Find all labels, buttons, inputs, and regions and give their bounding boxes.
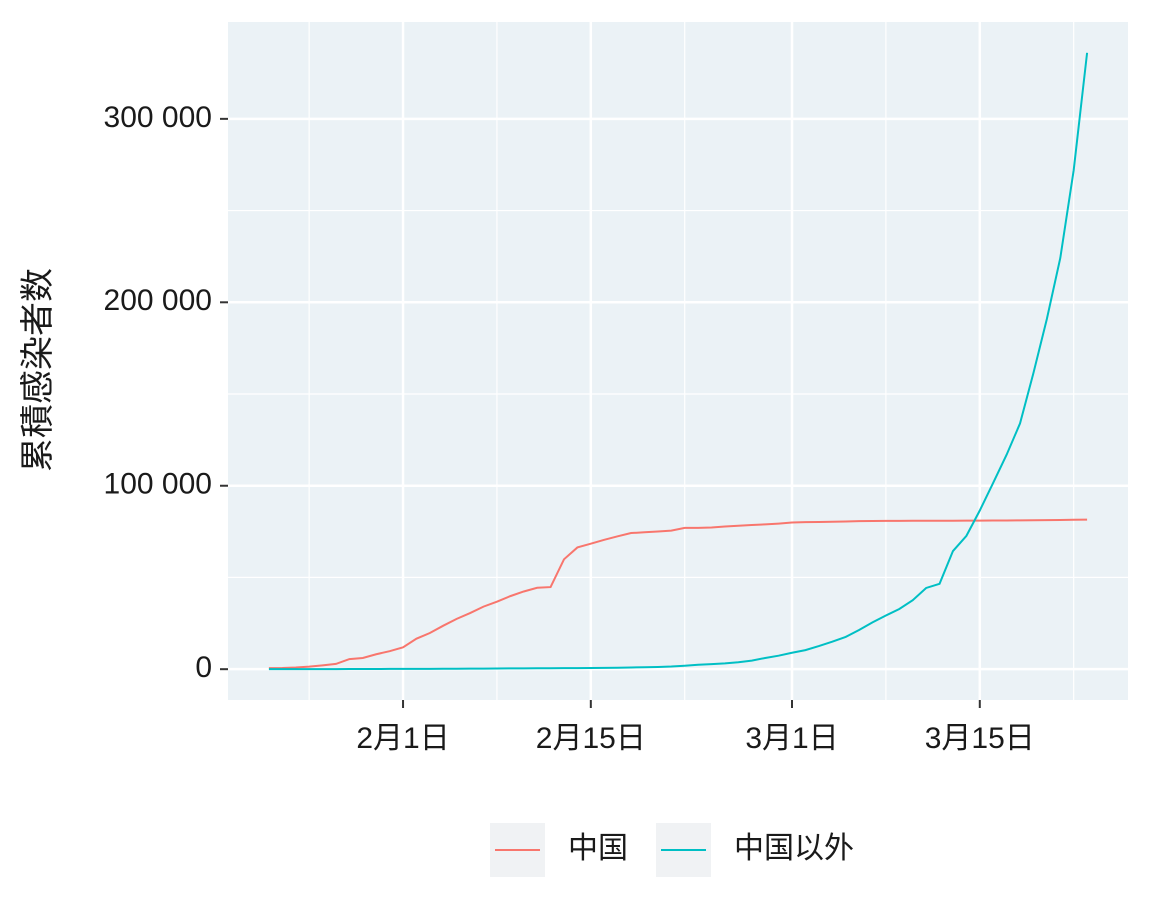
panel-background bbox=[228, 22, 1128, 700]
y-tick-label: 300 000 bbox=[104, 101, 212, 134]
legend: 中国 中国以外 bbox=[490, 823, 854, 877]
series-line bbox=[268, 518, 1088, 670]
y-tick-label: 200 000 bbox=[104, 284, 212, 317]
x-tick-label: 3月1日 bbox=[745, 722, 838, 755]
y-tick-label: 0 bbox=[195, 651, 212, 684]
series-line bbox=[268, 52, 1089, 671]
x-tick-label: 3月15日 bbox=[925, 722, 1035, 755]
y-axis-title: 累積感染者数 bbox=[19, 268, 57, 472]
x-tick-label: 2月1日 bbox=[356, 722, 449, 755]
y-tick-label: 100 000 bbox=[104, 468, 212, 501]
legend-label: 中国 bbox=[568, 832, 628, 865]
lines bbox=[268, 52, 1089, 671]
x-tick-label: 2月15日 bbox=[536, 722, 646, 755]
legend-label: 中国以外 bbox=[734, 832, 854, 865]
grid bbox=[228, 22, 1128, 700]
